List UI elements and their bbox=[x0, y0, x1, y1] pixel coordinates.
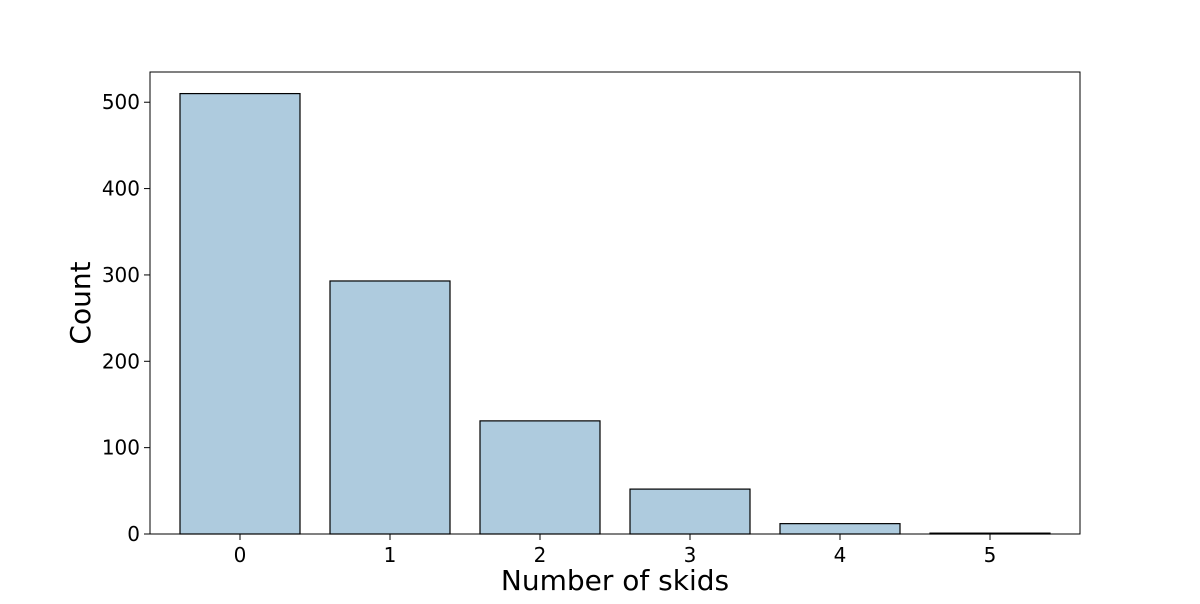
plot-frame bbox=[149, 71, 1081, 535]
x-axis-label: Number of skids bbox=[501, 564, 729, 597]
x-tick-label: 4 bbox=[834, 543, 847, 567]
y-tick-label: 500 bbox=[102, 90, 140, 114]
x-tick-label: 2 bbox=[534, 543, 547, 567]
x-tick-label: 0 bbox=[234, 543, 247, 567]
bars-layer bbox=[179, 92, 1051, 535]
y-tick-label: 300 bbox=[102, 263, 140, 287]
y-tick-label: 200 bbox=[102, 349, 140, 373]
y-axis-ticks: 0 100 200 300 400 500 bbox=[102, 90, 150, 546]
bar-4 bbox=[779, 523, 901, 535]
bar-0 bbox=[179, 92, 301, 535]
y-tick-label: 0 bbox=[127, 522, 140, 546]
bar-2 bbox=[479, 420, 601, 535]
bar-1 bbox=[329, 280, 451, 535]
y-tick-label: 100 bbox=[102, 436, 140, 460]
x-tick-label: 1 bbox=[384, 543, 397, 567]
x-axis-ticks: 0 1 2 3 4 5 bbox=[234, 534, 997, 567]
bar-3 bbox=[629, 488, 751, 535]
x-tick-label: 5 bbox=[984, 543, 997, 567]
y-tick-label: 400 bbox=[102, 177, 140, 201]
y-axis-label: Count bbox=[64, 261, 97, 344]
x-tick-label: 3 bbox=[684, 543, 697, 567]
